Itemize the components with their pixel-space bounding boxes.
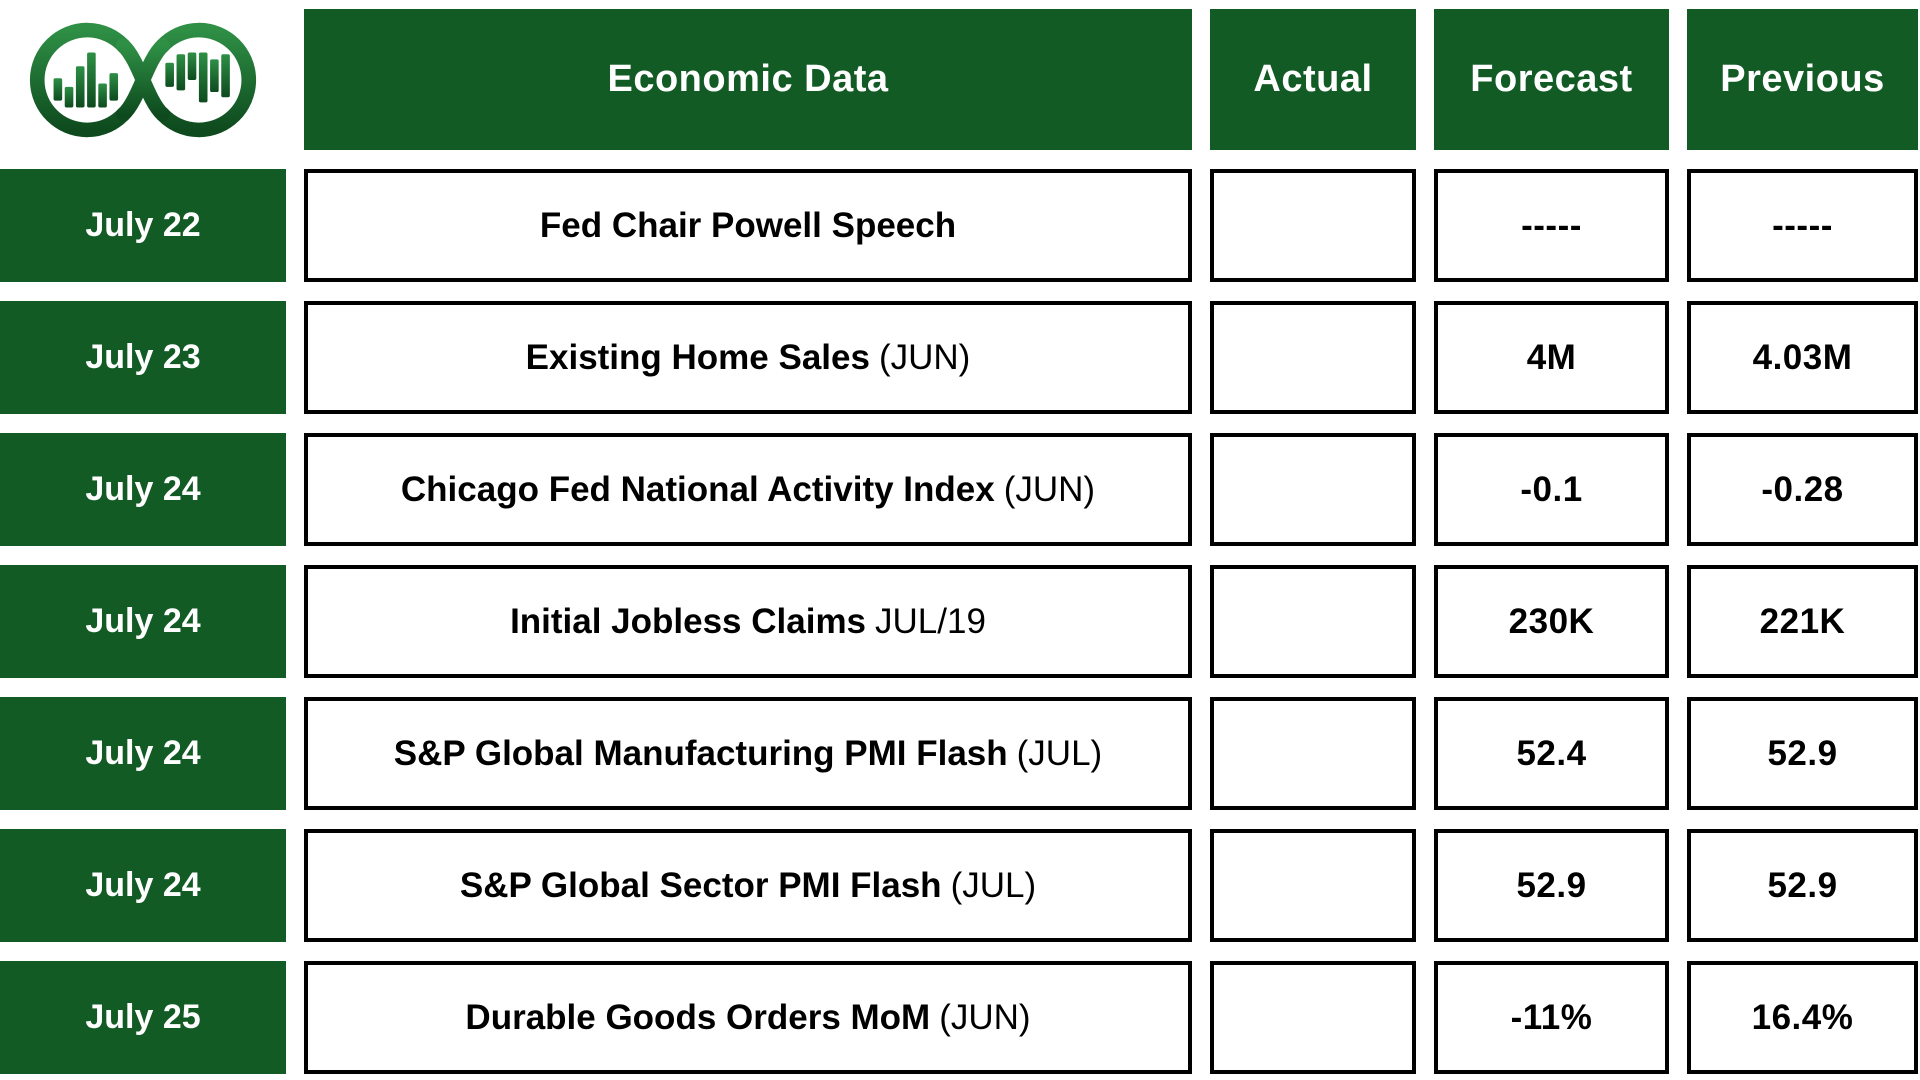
previous-cell: -0.28 (1687, 433, 1918, 546)
event-period: (JUN) (878, 337, 971, 377)
header-economic-data: Economic Data (304, 9, 1192, 150)
event-cell: S&P Global Manufacturing PMI Flash (JUL) (304, 697, 1192, 810)
event-period: (JUL) (1016, 733, 1103, 773)
previous-cell: ----- (1687, 169, 1918, 282)
event-period: (JUL) (950, 865, 1037, 905)
event-name: Fed Chair Powell Speech (539, 205, 957, 245)
previous-cell: 4.03M (1687, 301, 1918, 414)
event-name: S&P Global Sector PMI Flash (459, 865, 942, 905)
date-cell: July 22 (0, 169, 286, 282)
event-period: JUL/19 (875, 601, 986, 641)
date-cell: July 24 (0, 433, 286, 546)
forecast-cell: 4M (1434, 301, 1669, 414)
forecast-cell: -11% (1434, 961, 1669, 1074)
previous-cell: 221K (1687, 565, 1918, 678)
forecast-cell: -0.1 (1434, 433, 1669, 546)
event-cell: Durable Goods Orders MoM (JUN) (304, 961, 1192, 1074)
date-cell: July 25 (0, 961, 286, 1074)
logo-cell (0, 9, 286, 150)
header-forecast: Forecast (1434, 9, 1669, 150)
actual-cell (1210, 697, 1416, 810)
forecast-cell: ----- (1434, 169, 1669, 282)
forecast-cell: 230K (1434, 565, 1669, 678)
date-cell: July 24 (0, 565, 286, 678)
previous-cell: 52.9 (1687, 697, 1918, 810)
actual-cell (1210, 961, 1416, 1074)
event-name: S&P Global Manufacturing PMI Flash (393, 733, 1008, 773)
forecast-cell: 52.9 (1434, 829, 1669, 942)
event-cell: Existing Home Sales (JUN) (304, 301, 1192, 414)
actual-cell (1210, 169, 1416, 282)
event-cell: Chicago Fed National Activity Index (JUN… (304, 433, 1192, 546)
header-previous: Previous (1687, 9, 1918, 150)
event-period: (JUN) (939, 997, 1031, 1037)
event-period: (JUN) (1003, 469, 1096, 509)
date-cell: July 23 (0, 301, 286, 414)
event-cell: Initial Jobless Claims JUL/19 (304, 565, 1192, 678)
event-cell: S&P Global Sector PMI Flash (JUL) (304, 829, 1192, 942)
actual-cell (1210, 565, 1416, 678)
event-cell: Fed Chair Powell Speech (304, 169, 1192, 282)
date-cell: July 24 (0, 697, 286, 810)
event-name: Durable Goods Orders MoM (465, 997, 931, 1037)
date-cell: July 24 (0, 829, 286, 942)
actual-cell (1210, 433, 1416, 546)
event-name: Existing Home Sales (525, 337, 870, 377)
actual-cell (1210, 301, 1416, 414)
event-name: Chicago Fed National Activity Index (400, 469, 995, 509)
forecast-cell: 52.4 (1434, 697, 1669, 810)
actual-cell (1210, 829, 1416, 942)
header-actual: Actual (1210, 9, 1416, 150)
event-name: Initial Jobless Claims (510, 601, 867, 641)
previous-cell: 16.4% (1687, 961, 1918, 1074)
previous-cell: 52.9 (1687, 829, 1918, 942)
infinity-bar-chart-logo-icon (29, 22, 257, 137)
